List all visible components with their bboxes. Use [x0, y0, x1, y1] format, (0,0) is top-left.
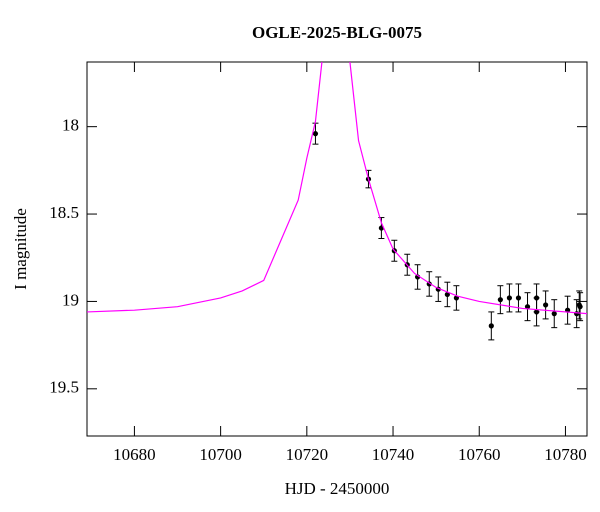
x-tick-label: 10720: [286, 445, 329, 464]
data-point: [543, 302, 549, 308]
y-tick-label: 18: [62, 116, 79, 135]
y-tick-label: 18.5: [49, 203, 79, 222]
y-tick-label: 19: [62, 290, 79, 309]
data-point: [506, 295, 513, 301]
data-point: [488, 323, 494, 329]
model-curve: [87, 62, 587, 315]
x-tick-label: 10680: [113, 445, 156, 464]
x-axis-label: HJD - 2450000: [285, 479, 390, 498]
y-tick-label: 19.5: [49, 378, 79, 397]
x-tick-label: 10760: [458, 445, 501, 464]
data-point: [551, 311, 557, 317]
x-tick-label: 10740: [372, 445, 415, 464]
chart-title: OGLE-2025-BLG-0075: [252, 23, 422, 42]
y-axis-label: I magnitude: [11, 208, 30, 290]
plot-frame: [86, 61, 588, 437]
data-point: [524, 304, 531, 310]
data-point: [312, 131, 319, 137]
data-point: [533, 309, 540, 315]
data-point: [577, 304, 583, 310]
data-point: [515, 295, 522, 301]
data-point: [574, 311, 580, 317]
x-tick-label: 10700: [199, 445, 242, 464]
x-tick-label: 10780: [544, 445, 587, 464]
data-point: [497, 297, 503, 303]
